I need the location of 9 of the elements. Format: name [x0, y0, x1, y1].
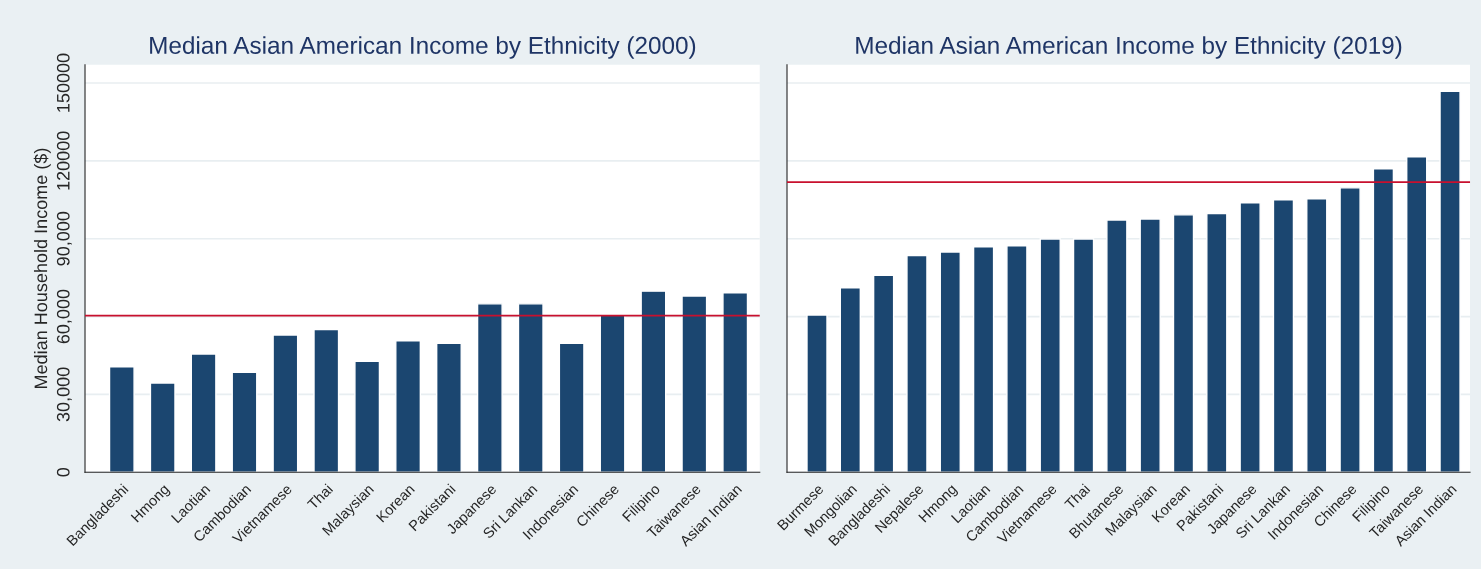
y-tick-label: 150000 — [56, 53, 70, 112]
y-tick-label: 90,000 — [56, 211, 72, 266]
chart-title: Median Asian American Income by Ethnicity (2000) — [150, 36, 696, 59]
y-tick-label: 30,000 — [56, 367, 72, 422]
y-tick-label: 0 — [56, 467, 70, 477]
y-tick-label: 60,000 — [56, 289, 72, 344]
y-axis-title: Median Household Income ($) — [33, 148, 51, 389]
y-tick-label: 120000 — [56, 131, 70, 190]
chart-title: Median Asian American Income by Ethnicity (2019) — [856, 36, 1402, 59]
